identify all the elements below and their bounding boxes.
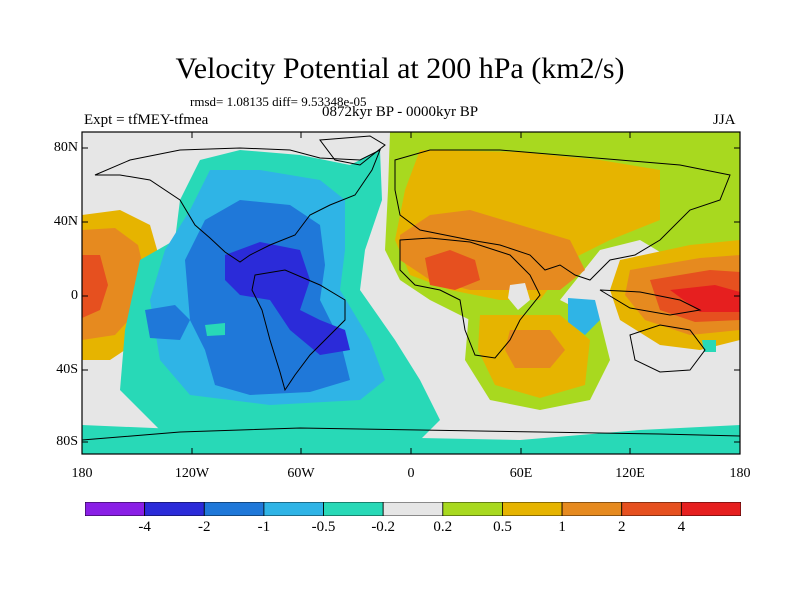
y-tick-label: 80N (53, 140, 78, 155)
coastline-indonesia (599, 289, 702, 316)
colorbar-label: -0.5 (311, 519, 336, 535)
colorbar-swatch (263, 502, 324, 516)
x-tick-label: 60W (287, 466, 315, 481)
x-tick-label: 0 (407, 466, 415, 481)
x-tick-label: 60E (509, 466, 533, 481)
colorbar-label: 0.2 (433, 519, 453, 535)
colorbar-swatch (323, 502, 384, 516)
period-label: 0872kyr BP - 0000kyr BP (322, 104, 479, 120)
x-tick-label: 180 (71, 466, 93, 481)
y-tick-label: 40N (53, 214, 78, 229)
contour-negative-core (225, 242, 350, 355)
colorbar-swatch (144, 502, 205, 516)
contour-negative-wpac-small (702, 340, 716, 352)
colorbar-swatch (502, 502, 563, 516)
colorbar-label: 2 (617, 519, 626, 535)
colorbar-swatch (621, 502, 682, 516)
plot-title: Velocity Potential at 200 hPa (km2/s) (175, 52, 625, 85)
coastline-layer (82, 135, 740, 441)
statistics-label: rmsd= 1.08135 diff= 9.53348e-05 (190, 94, 367, 109)
contour-negative-small-blob (205, 323, 225, 336)
x-tick-label: 180 (729, 466, 751, 481)
coastline-australia (629, 324, 706, 373)
coastline-north-america (94, 147, 381, 263)
colorbar-swatch (382, 502, 444, 516)
season-label: JJA (713, 112, 736, 128)
contour-positive-south-africa-core (505, 330, 565, 368)
experiment-label: Expt = tfMEY-tfmea (84, 112, 209, 128)
contour-negative-indian (568, 298, 600, 335)
coastline-greenland (319, 135, 386, 166)
y-tick-label: 0 (71, 288, 78, 303)
colorbar-label: -1 (257, 519, 271, 535)
coastline-africa (399, 237, 541, 359)
colorbar-label: 4 (677, 519, 686, 535)
colorbar-swatch (561, 502, 623, 516)
x-tick-label: 120E (615, 466, 645, 481)
colorbar (85, 502, 741, 516)
colorbar-swatch (442, 502, 503, 516)
contour-positive-wpac-red (670, 285, 740, 312)
colorbar-swatch (680, 502, 741, 516)
contour-fill-layer (82, 132, 740, 454)
contour-positive-dateline-core (82, 255, 108, 318)
colorbar-swatch (85, 502, 146, 516)
colorbar-label: -0.2 (371, 519, 396, 535)
coastline-south-america (251, 269, 346, 392)
contour-positive-nafrica-core (425, 250, 480, 290)
contour-negative-south (82, 425, 740, 454)
x-tick-label: 120W (174, 466, 210, 481)
colorbar-label: -2 (198, 519, 211, 535)
y-tick-label: 40S (56, 362, 78, 377)
coastline-antarctica (82, 427, 740, 441)
colorbar-label: 1 (558, 519, 566, 535)
colorbar-label: 0.5 (493, 519, 512, 535)
colorbar-label: -4 (138, 519, 151, 535)
y-tick-label: 80S (56, 434, 78, 449)
coastline-eurasia (394, 149, 731, 281)
colorbar-swatch (203, 502, 265, 516)
contour-negative-pacific-blob (145, 305, 190, 340)
axis-ticks (81, 132, 741, 454)
contour-zero-africa-hole (508, 283, 530, 310)
